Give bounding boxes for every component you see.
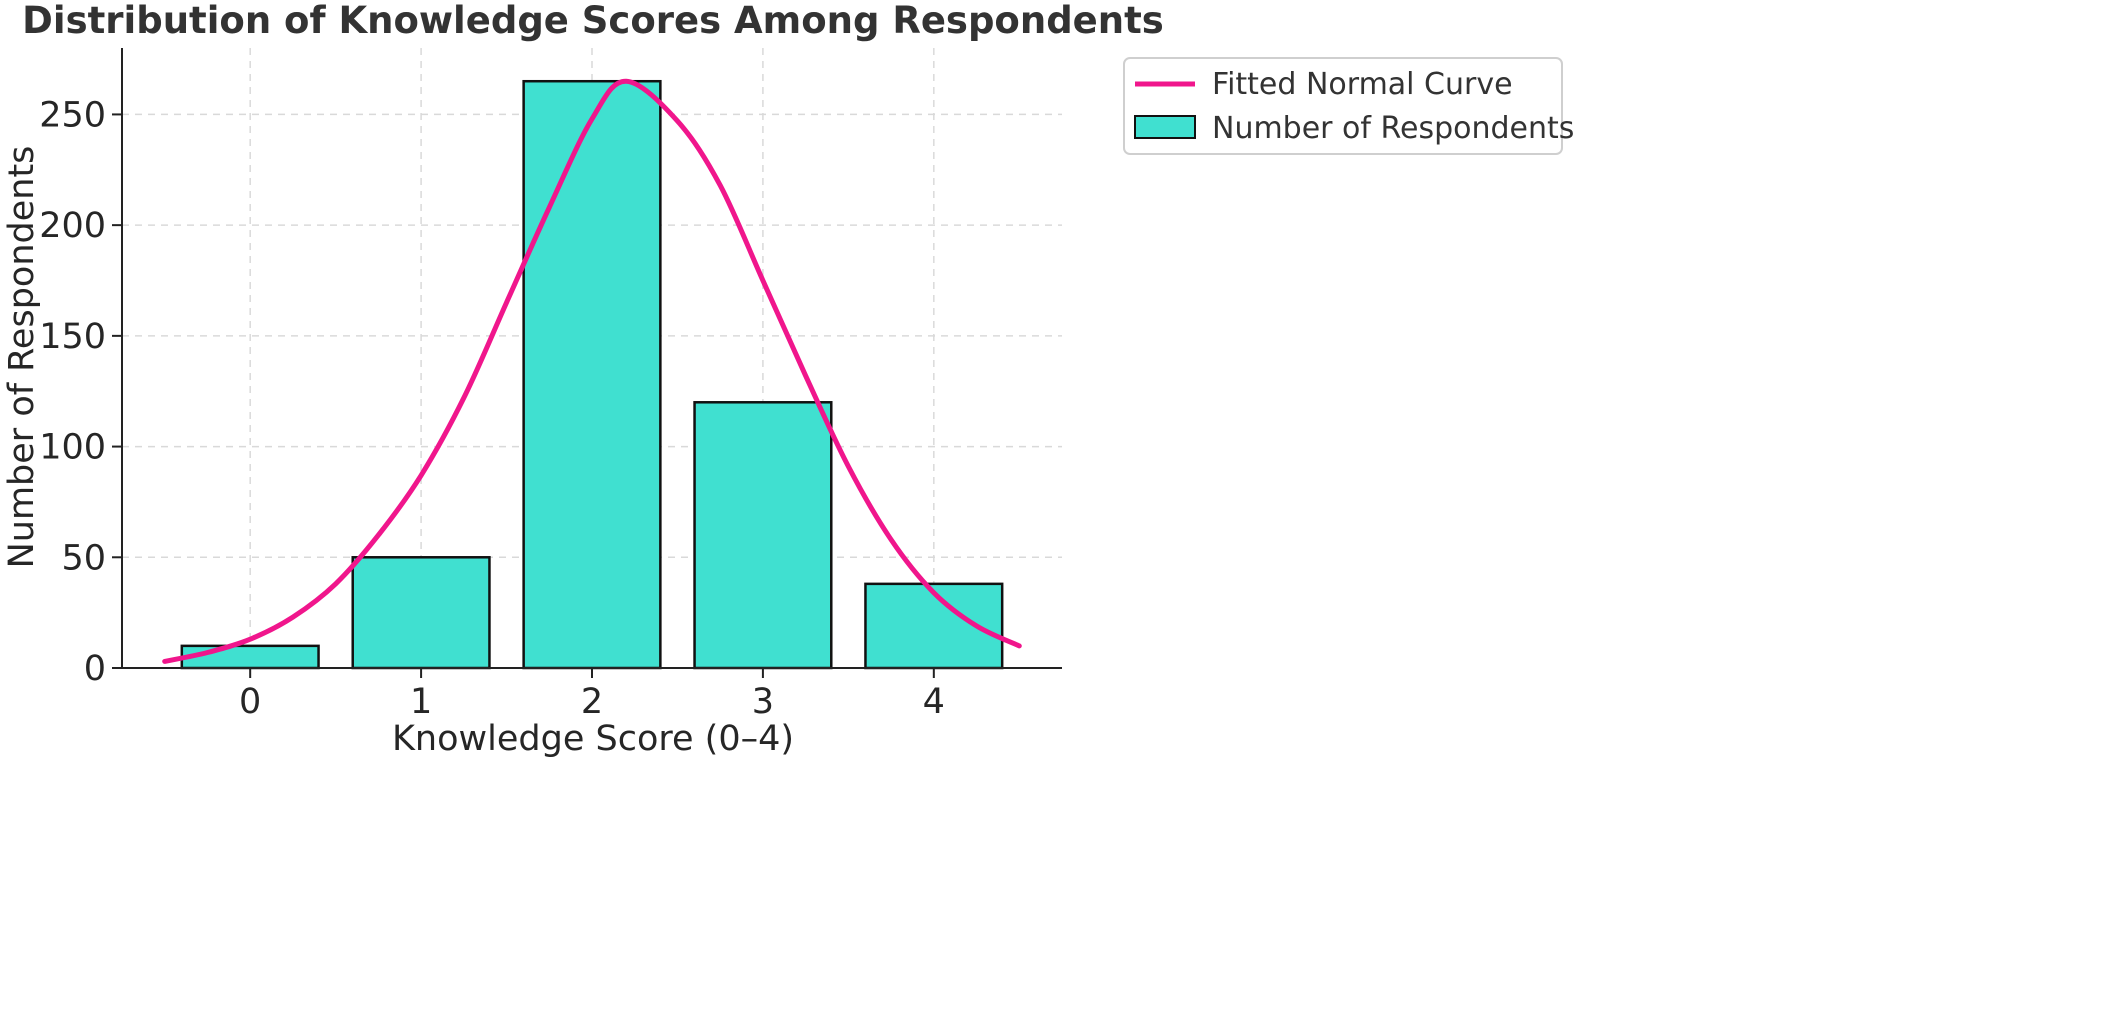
- x-tick-label: 0: [239, 682, 261, 722]
- bar: [693, 401, 833, 670]
- bar: [864, 582, 1004, 670]
- legend-label-bars: Number of Respondents: [1212, 111, 1574, 146]
- legend-bar-swatch: [1134, 115, 1196, 139]
- legend-label-curve: Fitted Normal Curve: [1212, 67, 1513, 102]
- x-axis-label: Knowledge Score (0–4): [392, 719, 794, 759]
- ticks-layer: 0 50 100 150 200 250 0 1 2 3 4: [39, 95, 945, 722]
- y-axis-label: Number of Respondents: [2, 146, 42, 569]
- bar: [180, 644, 320, 670]
- y-tick-label: 100: [39, 428, 106, 468]
- y-tick-label: 50: [61, 538, 106, 578]
- x-tick-label: 3: [752, 682, 774, 722]
- chart-title: Distribution of Knowledge Scores Among R…: [22, 0, 1164, 42]
- curve-layer: [162, 78, 1022, 664]
- legend: Fitted Normal Curve Number of Respondents: [1123, 57, 1574, 155]
- y-tick-label: 200: [39, 206, 106, 246]
- y-tick-label: 0: [84, 649, 106, 689]
- x-tick-label: 4: [923, 682, 945, 722]
- x-tick-label: 2: [581, 682, 603, 722]
- y-tick-label: 250: [39, 95, 106, 135]
- y-tick-label: 150: [39, 317, 106, 357]
- bars-layer: [180, 79, 1004, 670]
- legend-box: [1123, 57, 1563, 155]
- bar: [522, 79, 662, 670]
- fitted-normal-curve: [162, 78, 1022, 664]
- bar: [351, 556, 491, 670]
- x-tick-label: 1: [410, 682, 432, 722]
